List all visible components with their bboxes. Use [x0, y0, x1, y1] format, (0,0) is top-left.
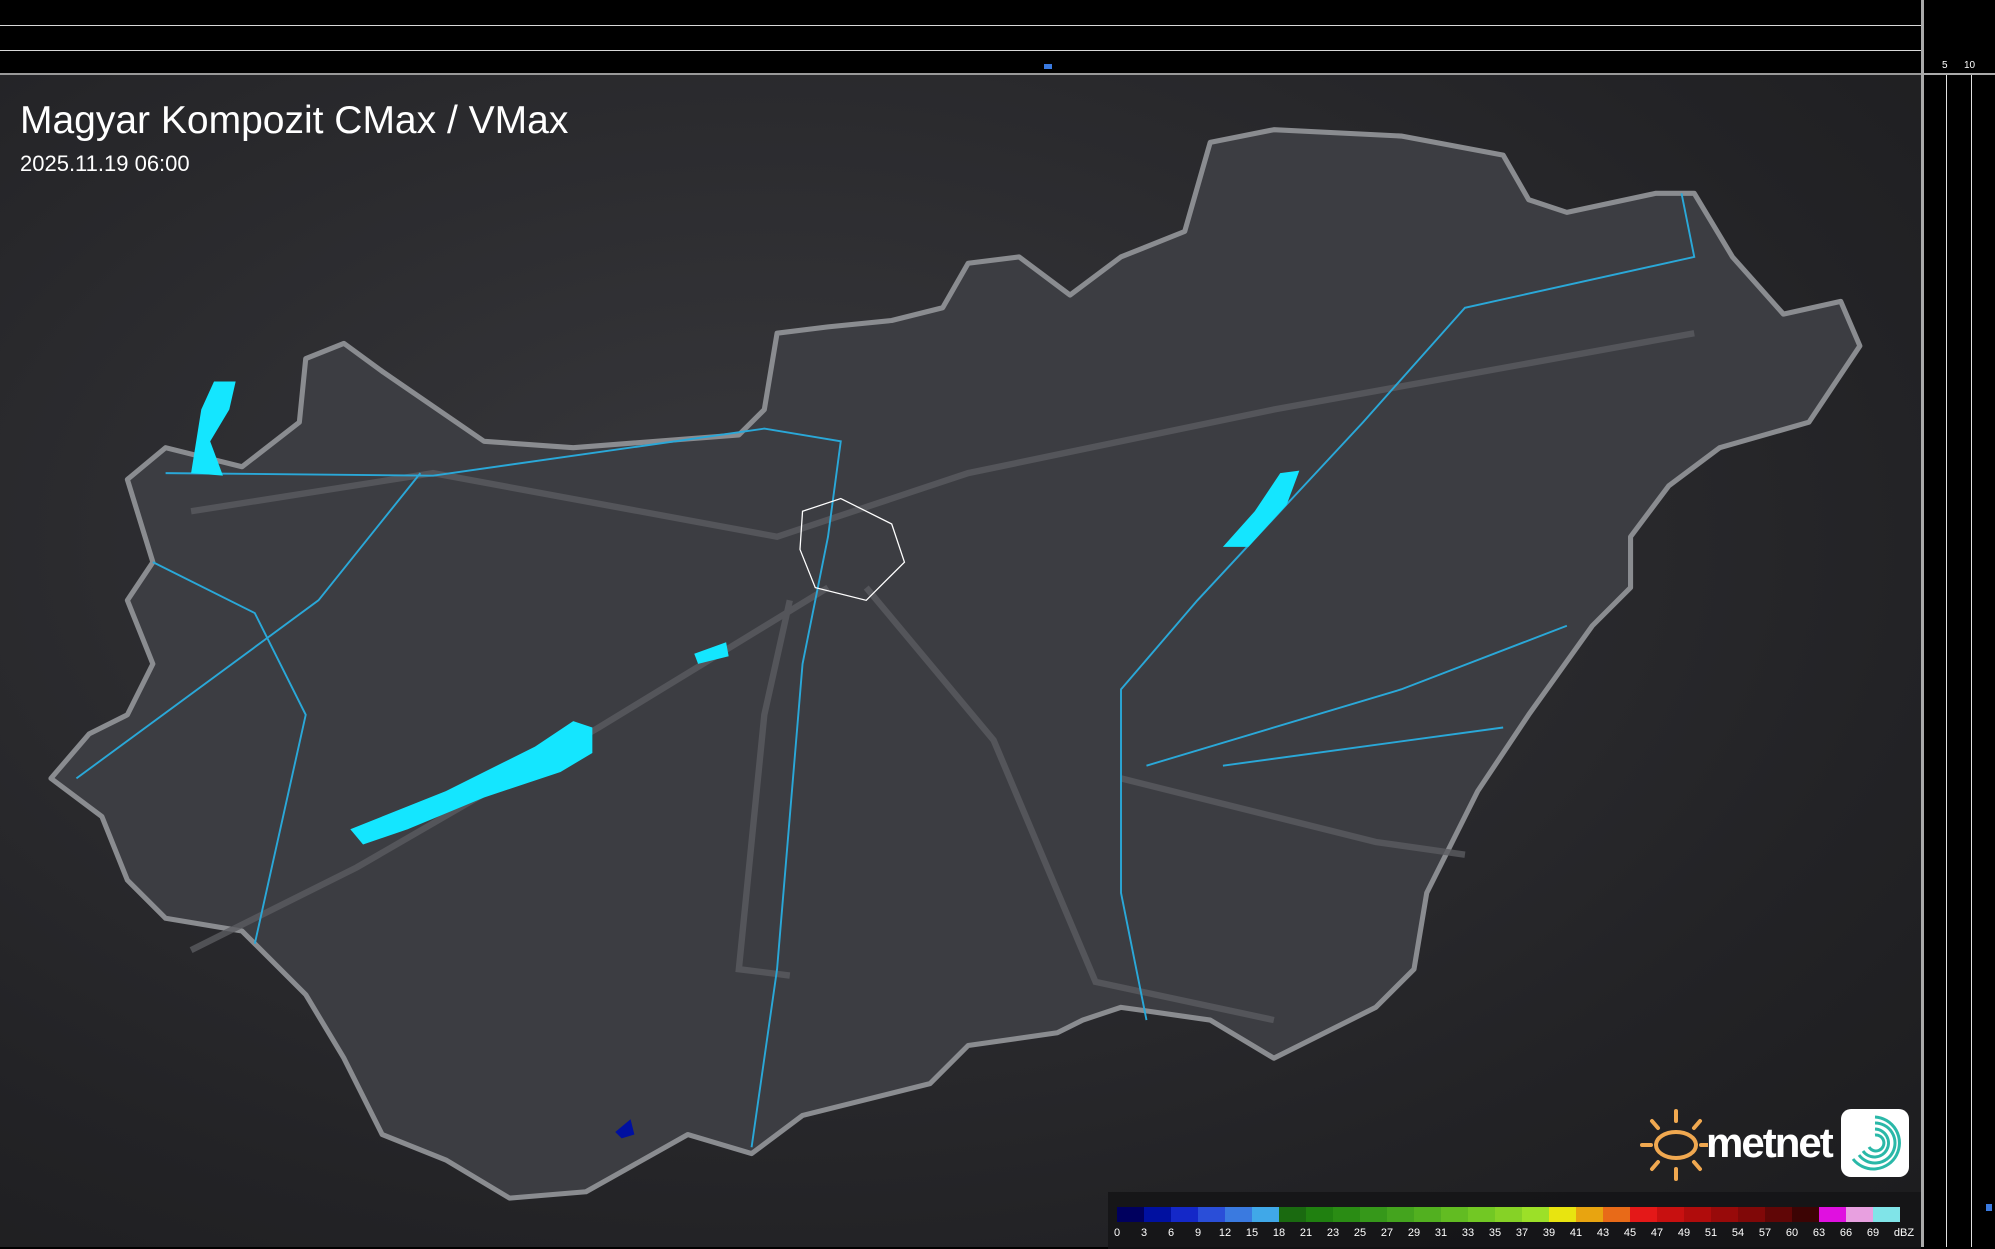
legend-colorbar: [1117, 1207, 1900, 1222]
legend-swatch: [1279, 1207, 1306, 1222]
sun-icon: [1640, 1109, 1708, 1181]
legend-label: 63: [1812, 1227, 1826, 1239]
budapest-outline: [799, 497, 906, 602]
legend-label: 3: [1140, 1227, 1148, 1239]
legend-swatch: [1576, 1207, 1603, 1222]
divider: [1924, 73, 1995, 75]
legend-label: 31: [1434, 1227, 1448, 1239]
gridline-5: [1946, 75, 1947, 1247]
legend-swatch: [1360, 1207, 1387, 1222]
legend-swatch: [1711, 1207, 1738, 1222]
echo-marker: [1044, 64, 1052, 69]
legend-label: 60: [1785, 1227, 1799, 1239]
legend-swatch: [1792, 1207, 1819, 1222]
hungary-map: [48, 127, 1863, 1201]
legend-label: 0: [1113, 1227, 1121, 1239]
legend-label: 27: [1380, 1227, 1394, 1239]
legend-label: 49: [1677, 1227, 1691, 1239]
legend-label: 23: [1326, 1227, 1340, 1239]
legend-label: 43: [1596, 1227, 1610, 1239]
legend-swatch: [1306, 1207, 1333, 1222]
legend-swatch: [1765, 1207, 1792, 1222]
top-cross-section-panel: 10 5: [0, 0, 1936, 73]
metnet-wordmark: metnet: [1706, 1119, 1834, 1166]
echo-marker: [1986, 1204, 1992, 1211]
lake-balaton: [350, 721, 593, 845]
legend-labels: 0 3 6 9 12 15 18 21 23 25 27 29 31 33 35 37 39 41 43 45 47 49…: [1108, 1227, 1921, 1243]
legend-swatch: [1225, 1207, 1252, 1222]
gridline-5: [0, 50, 1921, 51]
legend-swatch: [1333, 1207, 1360, 1222]
map-timestamp: 2025.11.19 06:00: [20, 151, 190, 176]
legend-label: 29: [1407, 1227, 1421, 1239]
legend-swatch: [1387, 1207, 1414, 1222]
legend-swatch: [1657, 1207, 1684, 1222]
legend-swatch: [1495, 1207, 1522, 1222]
metnet-logo: metnet: [1638, 1107, 1909, 1182]
lakes: [191, 381, 1300, 845]
legend-label: 47: [1650, 1227, 1664, 1239]
app-logo-icon: [1841, 1109, 1909, 1177]
dbz-legend: 0 3 6 9 12 15 18 21 23 25 27 29 31 33 35 37 39 41 43 45 47 49…: [1108, 1192, 1921, 1249]
map-title: Magyar Kompozit CMax / VMax: [20, 99, 569, 142]
legend-swatch: [1252, 1207, 1279, 1222]
hungary-territory: [48, 127, 1863, 1201]
legend-label: 51: [1704, 1227, 1718, 1239]
legend-swatch: [1414, 1207, 1441, 1222]
lake-tisza: [1222, 470, 1300, 547]
legend-swatch: [1198, 1207, 1225, 1222]
legend-unit: dBZ: [1893, 1227, 1915, 1239]
legend-swatch: [1117, 1207, 1144, 1222]
axis-tick-5: 5: [1942, 60, 1948, 71]
legend-swatch: [1684, 1207, 1711, 1222]
legend-label: 33: [1461, 1227, 1475, 1239]
legend-swatch: [1441, 1207, 1468, 1222]
legend-label: 21: [1299, 1227, 1313, 1239]
legend-label: 15: [1245, 1227, 1259, 1239]
radar-echo: [615, 1119, 635, 1139]
legend-label: 45: [1623, 1227, 1637, 1239]
gridline-10: [0, 25, 1921, 26]
legend-label: 6: [1167, 1227, 1175, 1239]
legend-swatch: [1738, 1207, 1765, 1222]
legend-swatch: [1603, 1207, 1630, 1222]
legend-label: 12: [1218, 1227, 1232, 1239]
legend-swatch: [1171, 1207, 1198, 1222]
legend-swatch: [1819, 1207, 1846, 1222]
legend-swatch: [1630, 1207, 1657, 1222]
right-cross-section-panel: 5 10: [1921, 0, 1995, 1247]
lake-ferto: [191, 381, 236, 476]
legend-label: 57: [1758, 1227, 1772, 1239]
legend-label: 37: [1515, 1227, 1529, 1239]
legend-label: 39: [1542, 1227, 1556, 1239]
radar-map[interactable]: Magyar Kompozit CMax / VMax 2025.11.19 0…: [0, 73, 1921, 1249]
legend-label: 9: [1194, 1227, 1202, 1239]
legend-swatch: [1522, 1207, 1549, 1222]
axis-tick-10: 10: [1964, 60, 1976, 71]
legend-swatch: [1549, 1207, 1576, 1222]
legend-label: 69: [1866, 1227, 1880, 1239]
legend-label: 41: [1569, 1227, 1583, 1239]
legend-label: 18: [1272, 1227, 1286, 1239]
legend-label: 25: [1353, 1227, 1367, 1239]
gridline-10: [1971, 75, 1972, 1247]
legend-label: 35: [1488, 1227, 1502, 1239]
lake-velence: [694, 642, 729, 664]
legend-label: 54: [1731, 1227, 1745, 1239]
legend-swatch: [1846, 1207, 1873, 1222]
legend-label: 66: [1839, 1227, 1853, 1239]
legend-swatch: [1873, 1207, 1900, 1222]
legend-swatch: [1468, 1207, 1495, 1222]
legend-swatch: [1144, 1207, 1171, 1222]
